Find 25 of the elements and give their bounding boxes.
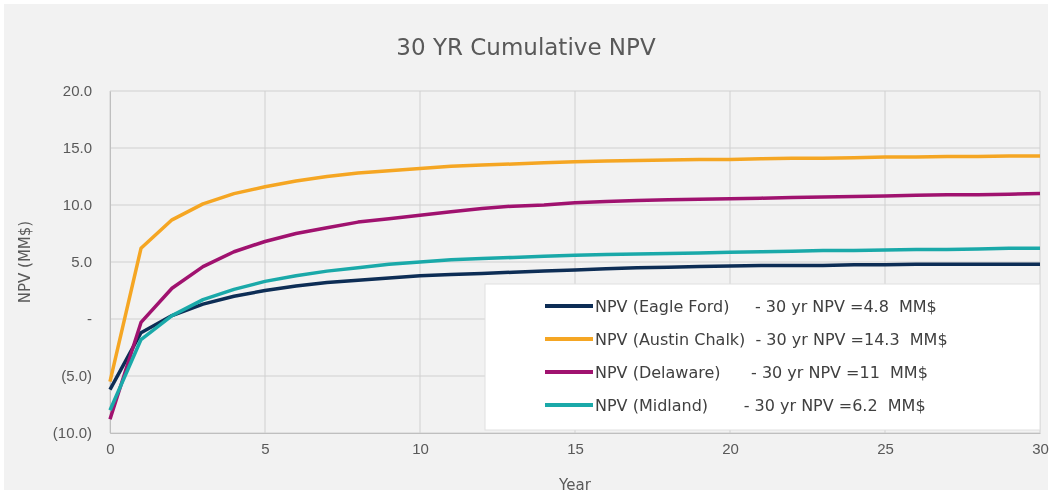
x-tick-label: 10: [412, 439, 429, 457]
chart-title: 30 YR Cumulative NPV: [396, 34, 656, 60]
y-tick-label: -: [87, 310, 92, 328]
y-tick-label: (5.0): [61, 367, 92, 385]
x-tick-label: 0: [106, 439, 115, 457]
line-series: [108, 246, 1042, 412]
y-tick-label: 15.0: [62, 139, 92, 157]
x-tick-label: 5: [261, 439, 270, 457]
x-tick-label: 15: [567, 439, 584, 457]
legend-label: NPV (Eagle Ford) - 30 yr NPV =4.8 MM$: [595, 297, 937, 316]
y-tick-label: 20.0: [62, 82, 92, 100]
line-series: [108, 262, 1042, 392]
x-tick-label: 30: [1032, 439, 1049, 457]
y-tick-label: 5.0: [71, 253, 92, 271]
x-tick-label: 25: [877, 439, 894, 457]
y-tick-label: 10.0: [62, 196, 92, 214]
legend-label: NPV (Midland) - 30 yr NPV =6.2 MM$: [595, 396, 926, 415]
legend-label: NPV (Austin Chalk) - 30 yr NPV =14.3 MM$: [595, 330, 948, 349]
x-tick-label: 20: [722, 439, 739, 457]
legend-label: NPV (Delaware) - 30 yr NPV =11 MM$: [595, 363, 928, 382]
x-axis-title: Year: [558, 476, 592, 494]
y-axis-title: NPV (MM$): [16, 220, 34, 304]
line-series: [108, 154, 1042, 384]
y-tick-label: (10.0): [52, 424, 92, 442]
line-series: [108, 191, 1042, 422]
